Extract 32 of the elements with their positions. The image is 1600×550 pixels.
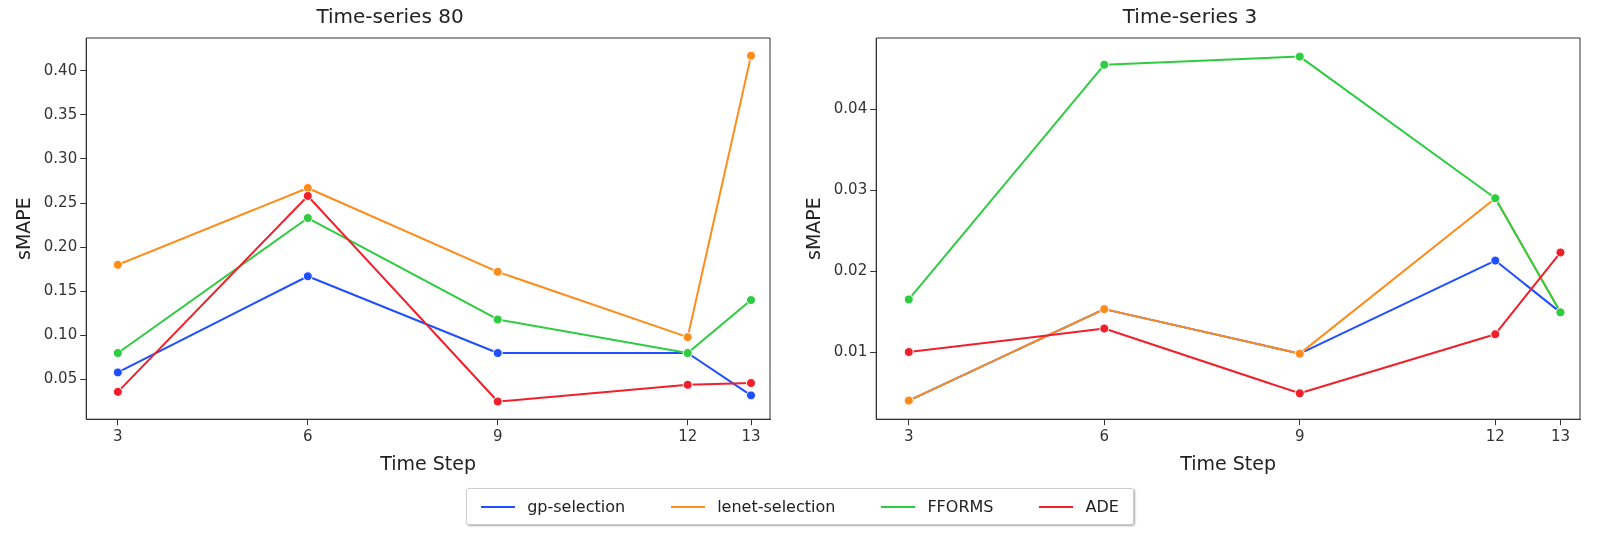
y-tick-label: 0.04 (833, 99, 868, 118)
y-tick-label: 0.15 (43, 281, 78, 300)
x-tick-label: 13 (741, 427, 761, 446)
x-axis-title: Time Step (379, 451, 477, 474)
y-tick-label: 0.03 (833, 180, 868, 199)
y-tick-label: 0.25 (43, 192, 78, 211)
x-axis-title: Time Step (1179, 451, 1277, 474)
legend-label: lenet-selection (717, 497, 836, 516)
x-tick-label: 3 (113, 427, 123, 446)
legend-label: gp-selection (527, 497, 626, 516)
x-tick-label: 12 (678, 427, 698, 446)
x-tick-label: 9 (492, 427, 503, 446)
x-tick-label: 13 (1550, 427, 1570, 446)
chart-title: Time-series 80 (315, 4, 464, 29)
chart-title: Time-series 3 (1121, 4, 1258, 29)
y-tick-label: 0.40 (43, 60, 78, 79)
x-tick-label: 6 (303, 427, 313, 446)
y-tick-label: 0.02 (833, 260, 868, 279)
y-axis-title: sMAPE (12, 197, 35, 260)
y-tick-label: 0.35 (43, 104, 78, 123)
x-tick-label: 12 (1485, 427, 1505, 446)
x-tick-label: 3 (904, 427, 914, 446)
x-tick-label: 9 (1295, 427, 1305, 446)
y-tick-label: 0.10 (43, 325, 78, 344)
y-tick-label: 0.01 (833, 341, 868, 360)
y-tick-label: 0.20 (43, 237, 78, 256)
y-axis-title: sMAPE (802, 197, 825, 260)
y-tick-label: 0.05 (43, 369, 78, 388)
y-tick-label: 0.30 (43, 148, 78, 167)
legend-label: FFORMS (927, 497, 994, 516)
x-tick-label: 6 (1099, 427, 1110, 446)
legend-label: ADE (1085, 497, 1119, 516)
